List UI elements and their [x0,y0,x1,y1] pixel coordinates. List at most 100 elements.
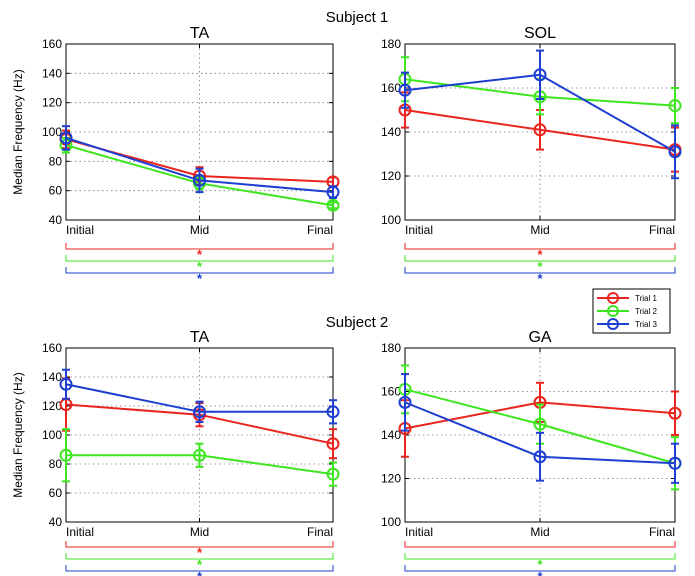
significance-star: * [197,259,203,274]
significance-bracket: * [404,243,676,262]
series-trial-3 [59,125,340,199]
x-tick-label: Initial [66,223,94,237]
series-trial-2 [59,428,340,487]
bracket-line [404,267,676,274]
series-trial-3 [398,373,682,484]
panel-title: TA [190,25,210,42]
y-tick-label: 100 [381,515,401,529]
y-tick-label: 160 [381,81,401,95]
bracket-line [65,541,334,548]
data-point [668,99,682,113]
significance-bracket: * [65,553,334,572]
legend: Trial 1 Trial 2 Trial 3 [592,288,671,334]
y-tick-label: 40 [49,515,63,529]
legend-marker [607,292,619,304]
data-point [326,198,340,212]
bracket-line [404,243,676,250]
data-point [193,448,206,462]
legend-label: Trial 1 [635,294,657,303]
y-tick-label: 60 [49,184,63,198]
data-point [533,417,547,431]
data-point [668,145,682,159]
y-tick-label: 140 [381,125,401,139]
bracket-line [404,565,676,572]
bracket-line [404,255,676,262]
significance-star: * [537,557,543,572]
y-tick-label: 140 [381,428,401,442]
panel-title: SOL [524,25,556,42]
data-point [326,405,340,419]
legend-label: Trial 2 [635,307,657,316]
subject-2-title: Subject 2 [326,314,389,331]
y-tick-label: 180 [381,341,401,355]
significance-bracket: * [65,267,334,286]
x-tick-label: Mid [190,223,209,237]
x-tick-label: Final [307,525,333,539]
panel-3: 40 60 80 100 120 140 160 Initial Mid Final TA Media… [11,329,340,576]
y-tick-label: 160 [381,385,401,399]
legend-label: Trial 3 [635,320,657,329]
x-tick-label: Mid [190,525,209,539]
data-point [193,173,206,187]
significance-star: * [197,569,203,576]
data-point [326,185,340,199]
data-point [533,123,547,137]
data-point [398,83,412,97]
significance-star: * [537,271,543,286]
y-tick-label: 120 [42,96,62,110]
x-tick-label: Mid [530,223,549,237]
significance-bracket: * [65,255,334,274]
y-tick-label: 160 [42,341,62,355]
bracket-line [65,243,334,250]
y-tick-label: 60 [49,486,63,500]
panel-4: 100 120 140 160 180 Initial Mid Final GA ** [381,329,682,576]
y-tick-label: 80 [49,457,63,471]
x-tick-label: Initial [405,525,433,539]
significance-bracket: * [404,565,676,576]
significance-bracket: * [65,243,334,262]
series-trial-1 [398,381,682,458]
bracket-line [404,553,676,560]
y-tick-label: 40 [49,213,63,227]
data-point [533,450,547,464]
data-point [326,467,340,481]
data-point [59,131,73,145]
significance-bracket [404,541,676,548]
significance-star: * [197,271,203,286]
y-tick-label: 160 [42,37,62,51]
significance-bracket: * [404,267,676,286]
legend-marker [607,318,619,330]
data-point [326,437,340,451]
panel-title: TA [190,329,210,346]
y-tick-label: 100 [42,125,62,139]
panel-title: GA [528,329,551,346]
x-tick-label: Initial [405,223,433,237]
y-tick-label: 120 [42,399,62,413]
y-tick-label: 140 [42,370,62,384]
y-tick-label: 80 [49,154,63,168]
y-tick-label: 100 [381,213,401,227]
y-tick-label: 120 [381,169,401,183]
y-tick-label: 120 [381,472,401,486]
y-tick-label: 180 [381,37,401,51]
bracket-line [65,267,334,274]
y-tick-label: 140 [42,66,62,80]
x-tick-label: Mid [530,525,549,539]
bracket-line [65,565,334,572]
x-tick-label: Final [649,525,675,539]
y-tick-label: 100 [42,428,62,442]
panel-1: 40 60 80 100 120 140 160 Initial Mid Final TA Media… [11,25,340,286]
significance-star: * [197,557,203,572]
significance-bracket: * [404,553,676,572]
legend-marker [607,305,619,317]
y-axis-label: Median Frequency (Hz) [11,372,25,497]
significance-star: * [537,259,543,274]
significance-star: * [197,545,203,560]
subject-1-title: Subject 1 [326,9,389,26]
significance-bracket: * [404,255,676,274]
x-tick-label: Initial [66,525,94,539]
data-point [59,448,73,462]
significance-bracket: * [65,565,334,576]
